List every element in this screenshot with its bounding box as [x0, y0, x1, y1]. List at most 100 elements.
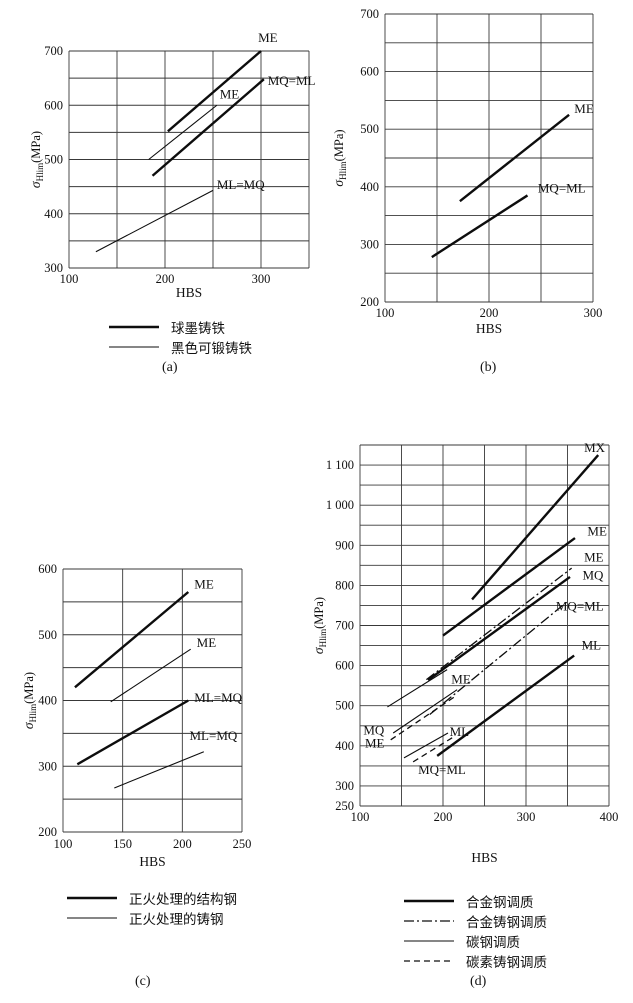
y-tick-label: 500 [38, 628, 57, 642]
legend-label: 黑色可锻铸铁 [171, 341, 252, 356]
series-line-ME [459, 113, 570, 203]
series-label-ME: ME [365, 735, 385, 750]
y-tick-label: 600 [44, 98, 63, 112]
chart-b-plot: 100 200 300700600500400300200HBSσHlim(MPa)… [331, 7, 602, 336]
chart-a-plot: 100 200 300 700 600 500 400 300 HBS σHlim(MPa) ME M… [28, 30, 316, 300]
gridlines [384, 13, 594, 303]
series-label-ML=MQ: ML=MQ [217, 177, 265, 192]
x-tick-label: 150 [113, 837, 132, 851]
series-line-MQ=ML [429, 600, 568, 716]
series-label-ME: ME [220, 87, 240, 102]
x-tick-label: 200 [173, 837, 192, 851]
series-line-ME [390, 695, 457, 741]
y-tick-label: 400 [44, 207, 63, 221]
series-line-MQ=ML [151, 78, 265, 177]
y-tick-label: 400 [360, 180, 379, 194]
legend-item: 正火处理的结构钢 [66, 888, 237, 908]
series-line-MQ=ML [431, 194, 529, 259]
series-line-ML=MQ [95, 189, 214, 253]
legend-item: 合金铸钢调质 [403, 911, 547, 931]
series-line-MQ=ML [412, 737, 453, 763]
gridlines [359, 444, 610, 807]
series-line-ME [110, 648, 191, 703]
series-label-MQ: MQ [363, 723, 385, 738]
x-tick-label: 400 [600, 810, 619, 824]
gridlines [62, 568, 243, 833]
x-tick-label: 100 [60, 272, 79, 286]
series-label-ME: ME [587, 523, 607, 538]
y-tick-label: 300 [38, 759, 57, 773]
series-line-ME [74, 591, 190, 689]
legend-label: 正火处理的结构钢 [129, 892, 237, 907]
x-axis-title: HBS [176, 285, 202, 300]
x-tick-label: 300 [252, 272, 271, 286]
legend-item: 合金钢调质 [403, 891, 547, 911]
series-line-ME [167, 50, 262, 133]
chart-a-caption: (a) [162, 360, 178, 375]
x-tick-label: 250 [233, 837, 252, 851]
series-label-MQ=ML: MQ=ML [538, 181, 586, 196]
series-line-MX [471, 454, 600, 601]
x-tick-label: 100 [351, 810, 370, 824]
y-tick-label: 500 [360, 122, 379, 136]
series-label-ME: ME [194, 577, 214, 592]
y-tick-label: 1 100 [326, 458, 354, 472]
legend-line-sample-thick [109, 325, 159, 329]
y-tick-label: 700 [360, 7, 379, 21]
gridlines [68, 50, 310, 269]
legend-line-sample-thick [67, 896, 117, 900]
series-line-ML [436, 654, 575, 757]
series-label-ME: ME [451, 671, 471, 686]
x-axis-title: HBS [139, 854, 165, 869]
series-label-MX: MX [584, 440, 606, 455]
legend-label: 合金铸钢调质 [466, 915, 547, 930]
legend-item: 正火处理的铸钢 [66, 908, 237, 928]
y-tick-label: 200 [360, 295, 379, 309]
y-tick-label: 600 [38, 562, 57, 576]
y-tick-label: 400 [335, 739, 354, 753]
legend-label: 球墨铸铁 [171, 321, 225, 336]
x-tick-label: 100 [376, 306, 395, 320]
chart-d-plot: 100 200 300 400 1 100 1 000 900 800 700 600 500 400… [311, 440, 619, 865]
legend-label: 碳钢调质 [466, 935, 520, 950]
y-tick-label: 500 [44, 153, 63, 167]
y-tick-label: 500 [335, 699, 354, 713]
y-tick-label: 400 [38, 694, 57, 708]
legend-line-sample-thin [109, 346, 159, 348]
series-label-MQ=ML: MQ=ML [268, 73, 316, 88]
chart-d-legend: 合金钢调质 合金铸钢调质 碳钢调质 碳素铸钢调质 [403, 891, 547, 971]
series-label-MQ=ML: MQ=ML [556, 599, 604, 614]
y-axis-title: σHlim(MPa) [28, 131, 45, 188]
legend-line-sample-thick [404, 899, 454, 903]
y-tick-label: 1 000 [326, 498, 354, 512]
legend-line-sample-thin [67, 917, 117, 919]
series-label-MQ=ML: MQ=ML [418, 762, 466, 777]
series-label-ME: ME [574, 101, 594, 116]
series-label-ML: ML [582, 638, 602, 653]
chart-c-legend: 正火处理的结构钢 正火处理的铸钢 [66, 888, 237, 928]
chart-a-legend: 球墨铸铁黑色可锻铸铁 [108, 317, 252, 357]
chart-b-caption: (b) [480, 360, 497, 375]
y-tick-label: 200 [38, 825, 57, 839]
series-label-MQ: MQ [582, 567, 604, 582]
legend-item: 碳钢调质 [403, 931, 547, 951]
y-tick-label: 300 [44, 261, 63, 275]
series-line-ME [426, 567, 573, 681]
series-label-ML=MQ: ML=MQ [189, 728, 237, 743]
series-label-ME: ME [197, 635, 217, 650]
legend-label: 正火处理的铸钢 [129, 912, 224, 927]
y-axis-title: σHlim(MPa) [311, 597, 328, 654]
y-tick-label: 600 [360, 65, 379, 79]
x-tick-label: 200 [434, 810, 453, 824]
x-axis-title: HBS [476, 321, 502, 336]
chart-c-caption: (c) [135, 974, 151, 989]
series-line-MQ [392, 689, 458, 734]
series-line-ML [403, 732, 449, 759]
series-line-ML=MQ [76, 699, 189, 766]
legend-line-sample-thin [404, 940, 454, 942]
y-tick-label: 300 [335, 779, 354, 793]
series-label-ME: ME [584, 549, 604, 564]
y-tick-label: 900 [335, 538, 354, 552]
chart-d-caption: (d) [470, 974, 487, 989]
y-tick-label: 250 [335, 799, 354, 813]
